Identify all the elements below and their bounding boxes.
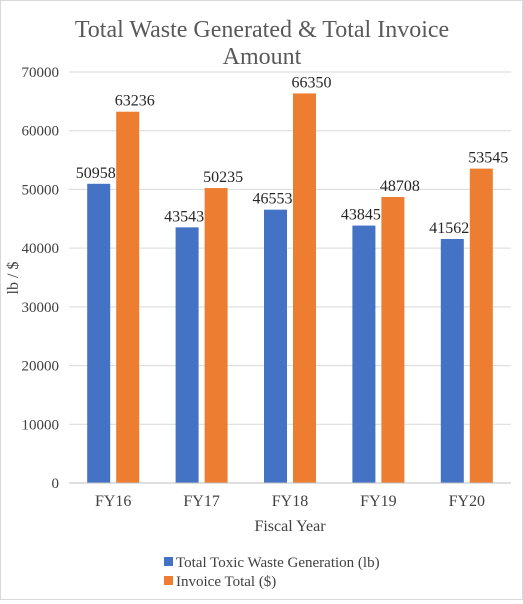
data-label: 50235 [203, 169, 243, 186]
x-tick-label: FY19 [360, 493, 396, 510]
y-tick-label: 0 [52, 476, 60, 492]
bar-fy19-series2 [381, 197, 405, 483]
bar-fy16-series1 [87, 183, 111, 483]
y-tick-label: 30000 [22, 300, 60, 316]
chart-title-line2: Amount [223, 44, 302, 70]
x-axis-title: Fiscal Year [254, 518, 326, 535]
data-label: 63236 [115, 93, 155, 110]
x-axis-ticks: FY16 FY17 FY18 FY19 FY20 [95, 493, 485, 510]
y-tick-label: 60000 [22, 124, 60, 140]
data-label: 46553 [253, 191, 293, 208]
data-label: 48708 [380, 178, 420, 195]
legend: Total Toxic Waste Generation (lb) Invoice… [164, 555, 380, 590]
x-tick-label: FY17 [183, 493, 219, 510]
y-tick-label: 10000 [22, 417, 60, 433]
x-tick-label: FY20 [449, 493, 485, 510]
bar-fy18-series1 [264, 209, 287, 483]
data-label: 53545 [468, 150, 508, 167]
legend-label: Invoice Total ($) [176, 574, 276, 590]
legend-label: Total Toxic Waste Generation (lb) [176, 555, 380, 571]
y-axis-title: lb / $ [5, 262, 22, 295]
chart-title-line1: Total Waste Generated & Total Invoice [75, 17, 449, 43]
bar-fy16-series2 [116, 111, 140, 483]
y-tick-label: 20000 [22, 359, 60, 375]
data-labels: 50958 63236 43543 50235 46553 66350 43845 48708… [76, 74, 509, 237]
bars [87, 93, 493, 484]
legend-swatch [164, 576, 173, 585]
y-axis-ticks: 0 10000 20000 30000 40000 50000 60000 70000 [22, 65, 60, 492]
data-label: 43543 [164, 208, 204, 225]
bar-fy18-series2 [293, 93, 316, 483]
bar-fy17-series1 [175, 227, 199, 483]
data-label: 50958 [76, 165, 116, 182]
gridlines [69, 71, 511, 425]
x-tick-label: FY16 [95, 493, 131, 510]
y-tick-label: 50000 [22, 182, 60, 198]
bar-fy20-series1 [440, 238, 464, 483]
y-tick-label: 40000 [22, 241, 60, 257]
legend-swatch [164, 557, 173, 566]
bar-fy19-series1 [352, 225, 376, 484]
x-tick-label: FY18 [272, 493, 308, 510]
bar-fy20-series2 [469, 168, 493, 483]
y-tick-label: 70000 [22, 65, 60, 81]
data-label: 43845 [341, 207, 381, 224]
data-label: 66350 [292, 74, 332, 91]
data-label: 41562 [429, 220, 469, 237]
bar-fy17-series2 [204, 188, 228, 484]
